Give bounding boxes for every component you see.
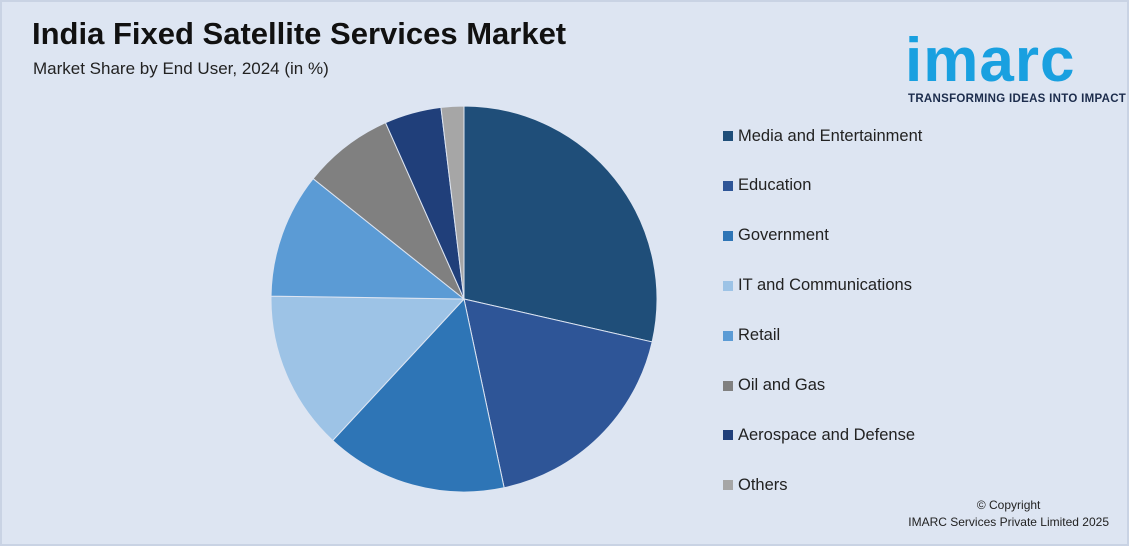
- legend-label: Education: [738, 176, 812, 195]
- legend-swatch: [723, 430, 733, 441]
- copyright-notice: © Copyright IMARC Services Private Limit…: [908, 497, 1109, 531]
- copyright-line-2: IMARC Services Private Limited 2025: [908, 515, 1109, 529]
- legend-label: Oil and Gas: [738, 376, 826, 394]
- legend-item-retail: Retail: [723, 324, 780, 348]
- pie-slice-education: [463, 298, 653, 489]
- imarc-logo: imarc TRANSFORMING IDEAS INTO IMPACT: [905, 14, 1126, 109]
- legend-item-aerospace-and-defense: Aerospace and Defense: [723, 423, 915, 447]
- legend-label: Media and Entertainment: [738, 126, 923, 145]
- chart-subtitle: Market Share by End User, 2024 (in %): [33, 59, 329, 78]
- legend-label: Government: [738, 226, 829, 245]
- legend-label: Retail: [738, 326, 781, 345]
- legend-label: Aerospace and Defense: [738, 425, 916, 444]
- legend-item-others: Others: [723, 473, 788, 497]
- pie-slice-media-and-entertainment: [463, 105, 658, 343]
- legend-swatch: [723, 330, 733, 341]
- legend-swatch: [723, 480, 733, 491]
- chart-title: India Fixed Satellite Services Market: [32, 16, 567, 51]
- legend-label: Others: [738, 475, 788, 494]
- copyright-line-1: © Copyright: [976, 498, 1041, 512]
- legend-swatch: [723, 380, 733, 391]
- legend-label: IT and Communications: [738, 276, 912, 295]
- pie-slice-others: [440, 105, 465, 300]
- legend-item-it-and-communications: IT and Communications: [723, 274, 912, 298]
- legend-swatch: [723, 230, 733, 241]
- legend-item-education: Education: [723, 174, 811, 198]
- legend-swatch: [723, 280, 733, 291]
- pie-slice-retail: [270, 177, 466, 300]
- legend-swatch: [723, 180, 733, 191]
- legend-item-government: Government: [723, 224, 829, 248]
- logo-tagline: TRANSFORMING IDEAS INTO IMPACT: [908, 93, 1127, 105]
- legend-swatch: [723, 131, 733, 141]
- legend-item-media-and-entertainment: Media and Entertainment: [723, 124, 922, 148]
- legend-item-oil-and-gas: Oil and Gas: [723, 374, 825, 398]
- pie-slice-it-and-communications: [270, 295, 466, 442]
- logo-wordmark: imarc: [905, 26, 1076, 95]
- pie-slice-government: [332, 297, 505, 493]
